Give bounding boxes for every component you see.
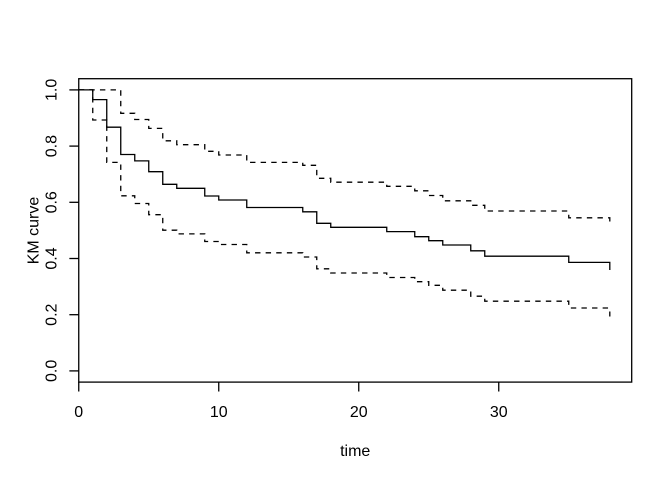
svg-text:0.8: 0.8 <box>44 135 61 157</box>
svg-text:20: 20 <box>350 404 368 421</box>
svg-text:0.0: 0.0 <box>44 360 61 382</box>
svg-text:time: time <box>340 443 370 460</box>
svg-text:KM curve: KM curve <box>26 197 43 265</box>
svg-text:0.6: 0.6 <box>44 191 61 213</box>
svg-text:0: 0 <box>74 404 83 421</box>
svg-text:30: 30 <box>490 404 508 421</box>
svg-text:0.2: 0.2 <box>44 303 61 325</box>
svg-text:1.0: 1.0 <box>44 79 61 101</box>
svg-text:0.4: 0.4 <box>44 247 61 269</box>
svg-text:10: 10 <box>210 404 228 421</box>
